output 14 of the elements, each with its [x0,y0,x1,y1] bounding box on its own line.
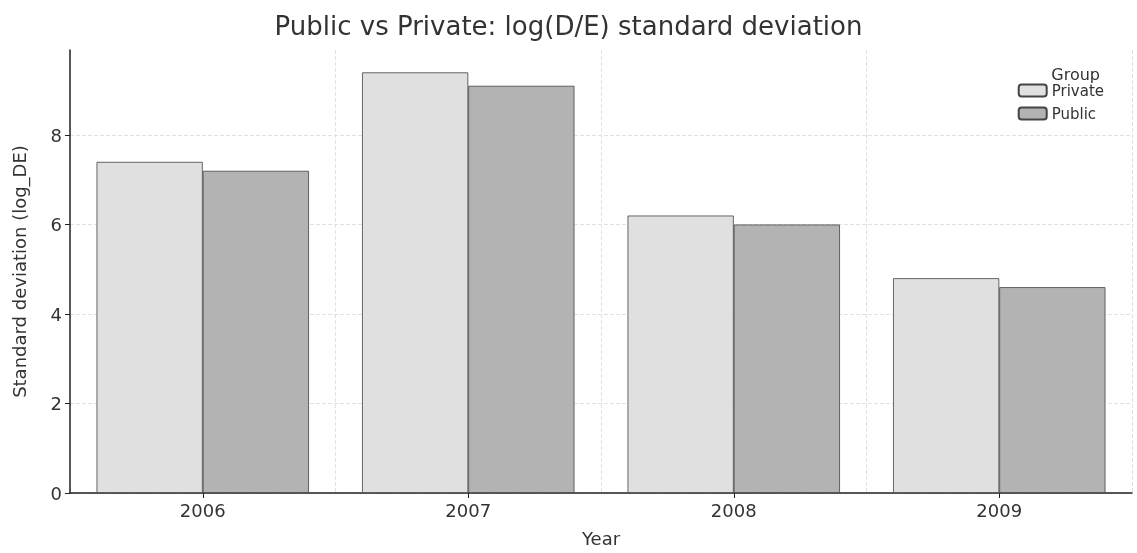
y-tick-label: 2 [50,393,62,415]
y-axis-title: Standard deviation (log_DE) [8,145,31,398]
x-tick-label: 2006 [179,499,226,521]
x-axis-title: Year [580,527,621,549]
x-tick-label: 2007 [445,499,492,521]
chart-title: Public vs Private: log(D/E) standard deviation [274,11,863,41]
y-tick-label: 8 [50,124,62,146]
y-tick-label: 6 [50,214,62,236]
x-tick-label: 2008 [710,499,757,521]
x-tick-label: 2009 [976,499,1023,521]
y-tick-label: 4 [50,303,62,325]
y-tick-label: 0 [50,482,62,504]
legend-title: Group [1051,64,1101,84]
legend-label: Public [1051,104,1097,123]
